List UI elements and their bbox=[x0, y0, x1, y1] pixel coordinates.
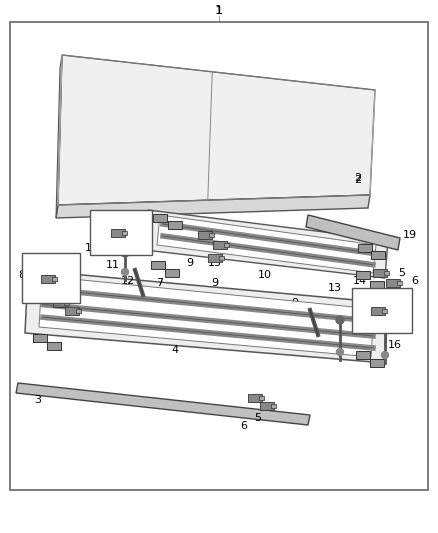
Bar bbox=[65, 307, 79, 315]
Bar bbox=[358, 307, 372, 315]
Polygon shape bbox=[145, 210, 388, 278]
Text: 13: 13 bbox=[238, 250, 252, 260]
Polygon shape bbox=[56, 55, 62, 218]
Bar bbox=[386, 279, 400, 287]
Text: 15: 15 bbox=[373, 290, 387, 300]
Text: 11: 11 bbox=[106, 260, 120, 270]
Text: 7: 7 bbox=[307, 323, 314, 333]
Bar bbox=[260, 402, 274, 410]
Bar bbox=[358, 244, 372, 252]
Bar bbox=[111, 229, 125, 237]
Text: 17: 17 bbox=[85, 243, 99, 253]
Bar bbox=[76, 309, 81, 313]
Bar bbox=[47, 342, 61, 350]
Bar bbox=[198, 231, 212, 239]
Circle shape bbox=[381, 324, 389, 332]
Text: 5: 5 bbox=[399, 268, 406, 278]
Circle shape bbox=[121, 249, 129, 257]
Bar bbox=[22, 253, 80, 303]
Bar bbox=[208, 254, 222, 262]
Text: 6: 6 bbox=[240, 421, 247, 431]
Text: 7: 7 bbox=[156, 278, 163, 288]
Text: 9: 9 bbox=[187, 258, 194, 268]
Bar bbox=[41, 275, 55, 283]
Text: 12: 12 bbox=[121, 276, 135, 286]
Bar bbox=[151, 261, 165, 269]
Circle shape bbox=[121, 269, 128, 276]
Text: 2: 2 bbox=[354, 173, 361, 183]
Bar bbox=[371, 307, 385, 315]
Text: 15: 15 bbox=[201, 233, 215, 243]
Bar bbox=[49, 282, 63, 290]
Text: 5: 5 bbox=[52, 308, 59, 318]
Bar bbox=[370, 281, 384, 289]
Text: 6: 6 bbox=[181, 233, 188, 243]
Bar bbox=[370, 359, 384, 367]
Text: 2: 2 bbox=[354, 175, 361, 185]
Text: 14: 14 bbox=[218, 243, 232, 253]
Text: 9: 9 bbox=[212, 278, 219, 288]
Bar bbox=[64, 301, 69, 305]
Circle shape bbox=[336, 349, 343, 356]
Bar bbox=[10, 22, 428, 490]
Bar bbox=[356, 271, 370, 279]
Polygon shape bbox=[157, 215, 376, 273]
Bar bbox=[122, 231, 127, 235]
Polygon shape bbox=[16, 383, 310, 425]
Bar bbox=[219, 256, 224, 260]
Bar bbox=[248, 394, 262, 402]
Bar bbox=[153, 214, 167, 222]
Text: 4: 4 bbox=[171, 345, 179, 355]
Bar bbox=[209, 233, 214, 237]
Bar bbox=[90, 210, 152, 255]
Bar bbox=[53, 299, 67, 307]
Bar bbox=[384, 271, 389, 275]
Bar bbox=[33, 334, 47, 342]
Bar bbox=[356, 351, 370, 359]
Polygon shape bbox=[39, 276, 374, 357]
Bar bbox=[224, 243, 229, 247]
Bar bbox=[271, 404, 276, 408]
Text: 3: 3 bbox=[35, 395, 42, 405]
Text: 9: 9 bbox=[291, 298, 299, 308]
Bar bbox=[259, 396, 264, 400]
Bar bbox=[168, 221, 182, 229]
Text: 15: 15 bbox=[208, 258, 222, 268]
Text: 5: 5 bbox=[254, 413, 261, 423]
Bar bbox=[371, 251, 385, 259]
Polygon shape bbox=[306, 215, 400, 250]
Polygon shape bbox=[58, 55, 375, 205]
Bar bbox=[397, 281, 402, 285]
Text: 14: 14 bbox=[353, 276, 367, 286]
Bar bbox=[382, 309, 387, 313]
Bar bbox=[213, 241, 227, 249]
Bar bbox=[371, 314, 385, 322]
Bar bbox=[35, 274, 49, 282]
Polygon shape bbox=[56, 195, 370, 218]
Text: 9: 9 bbox=[316, 318, 324, 328]
Text: 16: 16 bbox=[388, 340, 402, 350]
Bar bbox=[165, 269, 179, 277]
Text: 15: 15 bbox=[363, 268, 377, 278]
Text: 1: 1 bbox=[215, 4, 223, 18]
Circle shape bbox=[336, 316, 344, 324]
Text: 1: 1 bbox=[215, 6, 223, 16]
Bar bbox=[52, 277, 57, 281]
Text: 6: 6 bbox=[411, 276, 418, 286]
Circle shape bbox=[381, 351, 389, 359]
Text: 19: 19 bbox=[403, 230, 417, 240]
Bar bbox=[352, 288, 412, 333]
Bar bbox=[373, 269, 387, 277]
Text: 11: 11 bbox=[321, 340, 335, 350]
Text: 6: 6 bbox=[40, 315, 47, 325]
Text: 8: 8 bbox=[18, 270, 25, 280]
Text: 13: 13 bbox=[328, 283, 342, 293]
Text: 12: 12 bbox=[298, 316, 312, 326]
Text: 10: 10 bbox=[258, 270, 272, 280]
Text: 18: 18 bbox=[298, 255, 312, 265]
Text: 5: 5 bbox=[197, 223, 204, 233]
Polygon shape bbox=[25, 270, 388, 363]
